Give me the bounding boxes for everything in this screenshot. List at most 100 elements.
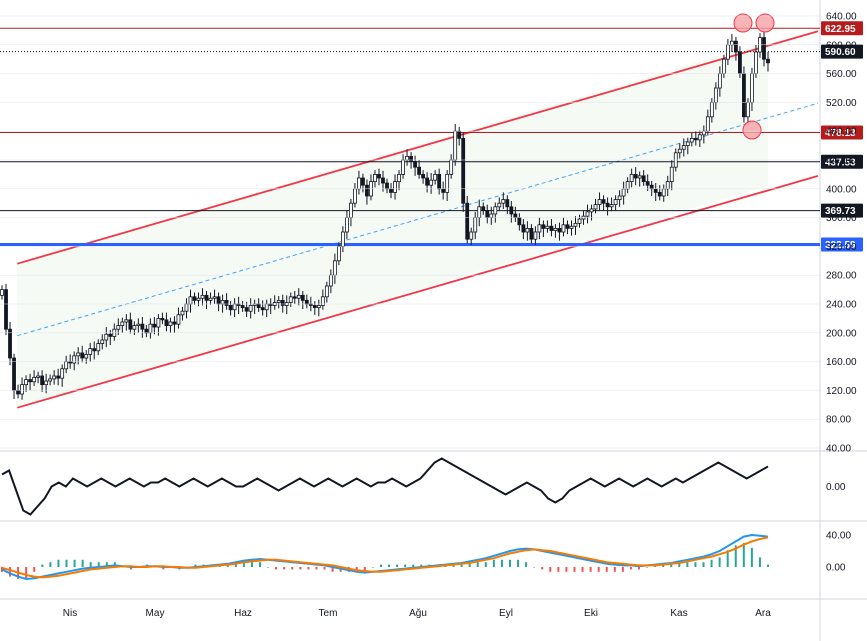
candle-body <box>64 361 69 370</box>
time-axis[interactable]: Nis May Haz Tem Ağu Eyl Eki Kas Ara <box>63 608 771 619</box>
candle-body <box>697 134 702 141</box>
candle-body <box>497 202 502 208</box>
macd-histogram-bar <box>694 562 697 567</box>
time-tick-label: Ağu <box>409 608 427 619</box>
candle-body <box>148 323 153 334</box>
macd-histogram-bar <box>81 559 84 567</box>
candle-body <box>8 328 12 359</box>
macd-histogram-bar <box>541 567 544 570</box>
candle-body <box>441 188 446 193</box>
macd-histogram-bar <box>460 564 463 567</box>
candle-body <box>589 208 594 213</box>
macd-histogram-bar <box>194 564 197 567</box>
candle-body <box>437 173 442 190</box>
time-tick-label: Ara <box>755 608 771 619</box>
macd-histogram-bar <box>275 567 278 570</box>
highlight-circle <box>742 120 762 140</box>
level-price-badge <box>821 125 863 140</box>
candle-body <box>449 159 454 175</box>
candle-body <box>100 339 105 344</box>
candle-body <box>585 211 590 217</box>
macd-histogram-bar <box>49 562 52 567</box>
macd-histogram-bar <box>557 567 560 572</box>
macd-histogram-bar <box>597 567 600 572</box>
macd-histogram-bar <box>758 557 761 567</box>
price-tick-label: 400.00 <box>826 184 857 195</box>
candle-body <box>553 227 558 231</box>
horizontal-levels[interactable]: 622.95 590.60 478.13 437.53 369.73 322.59 <box>0 21 863 252</box>
candle-body <box>701 130 706 136</box>
candle-body <box>60 368 65 379</box>
candle-body <box>665 181 670 190</box>
candle-body <box>734 40 738 53</box>
candle-body <box>16 389 20 395</box>
candle-body <box>84 353 89 359</box>
price-tick-label: 560.00 <box>826 69 857 80</box>
macd-histogram-bar <box>226 564 229 567</box>
candle-body <box>477 206 482 219</box>
candle-body <box>513 213 518 218</box>
candle-body <box>128 319 133 330</box>
candle-body <box>557 227 562 233</box>
candle-body <box>725 44 730 60</box>
candle-body <box>625 181 630 190</box>
oscillator-tick-label: 0.00 <box>826 482 846 493</box>
macd-histogram-bar <box>452 564 455 567</box>
candle-body <box>208 297 213 301</box>
oscillator-pane[interactable]: 0.00 <box>1 457 846 516</box>
candle-body <box>633 173 638 179</box>
candle-body <box>609 204 614 208</box>
candle-body <box>232 303 237 311</box>
candle-body <box>525 227 530 233</box>
candle-body <box>485 209 490 218</box>
candle-body <box>617 195 622 200</box>
highlight-circle <box>755 13 775 33</box>
highlight-markers <box>733 13 775 140</box>
candle-body <box>212 296 217 299</box>
candle-body <box>180 310 185 316</box>
price-tick-label: 440.00 <box>826 156 857 167</box>
candle-body <box>280 299 285 306</box>
candle-body <box>168 321 173 326</box>
macd-histogram-bar <box>307 567 310 570</box>
price-tick-label: 360.00 <box>826 213 857 224</box>
price-tick-label: 280.00 <box>826 271 857 282</box>
level-price-label: 437.53 <box>825 157 856 168</box>
time-tick-label: Kas <box>670 608 687 619</box>
candle-body <box>493 206 498 215</box>
candle-body <box>108 333 113 337</box>
candle-body <box>116 325 121 330</box>
candle-body <box>569 225 574 229</box>
macd-histogram-bar <box>500 559 503 567</box>
candle-body <box>52 375 57 380</box>
candle-body <box>601 199 606 204</box>
macd-histogram-bar <box>637 567 640 570</box>
candle-body <box>4 289 8 330</box>
price-tick-label: 320.00 <box>826 242 857 253</box>
candle-body <box>677 148 682 154</box>
macd-histogram-bar <box>525 562 528 567</box>
candle-body <box>345 217 349 233</box>
level-price-badge <box>821 154 863 169</box>
level-price-badge <box>821 21 863 36</box>
macd-histogram-bar <box>162 567 165 570</box>
candle-body <box>605 202 610 208</box>
candle-body <box>336 245 341 262</box>
level-price-label: 622.95 <box>825 24 856 35</box>
candle-body <box>505 199 510 208</box>
price-axis[interactable]: 640.00 600.00 560.00 520.00 480.00 440.00 400.… <box>0 12 857 455</box>
candle-body <box>393 181 397 193</box>
macd-histogram-bar <box>259 562 262 567</box>
price-tick-label: 160.00 <box>826 357 857 368</box>
candle-body <box>721 58 726 75</box>
candle-body <box>709 102 714 118</box>
candle-body <box>192 296 197 301</box>
candle-body <box>104 333 109 341</box>
candle-body <box>96 343 101 352</box>
candle-body <box>405 155 409 161</box>
candle-body <box>629 173 634 182</box>
candle-body <box>353 188 357 204</box>
macd-pane[interactable]: 40.00 0.00 <box>1 531 851 581</box>
level-price-label: 590.60 <box>825 47 856 58</box>
